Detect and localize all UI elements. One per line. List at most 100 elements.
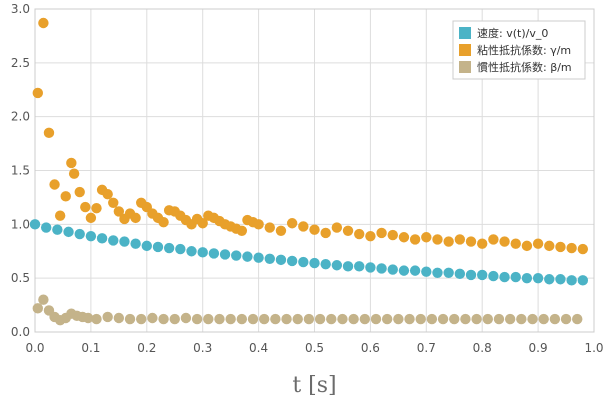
- data-point: [398, 232, 410, 243]
- data-point: [544, 240, 555, 252]
- data-point: [113, 312, 125, 324]
- data-point: [409, 265, 421, 276]
- x-axis-label: t [s]: [292, 373, 336, 398]
- x-tick-label: 0.1: [81, 341, 100, 355]
- data-point: [331, 260, 343, 271]
- data-point: [387, 264, 398, 275]
- x-tick-label: 0.6: [361, 341, 380, 355]
- data-point: [331, 222, 343, 233]
- data-point: [398, 265, 410, 276]
- data-point: [130, 238, 141, 249]
- data-point: [292, 313, 303, 325]
- data-point: [119, 236, 130, 247]
- legend-label: 速度: v(t)/v_0: [477, 26, 548, 40]
- data-point: [504, 313, 516, 325]
- data-point: [493, 313, 505, 325]
- x-tick-label: 0.4: [249, 341, 268, 355]
- data-point: [393, 313, 404, 325]
- data-point: [566, 242, 577, 254]
- data-point: [258, 313, 270, 325]
- data-point: [158, 313, 169, 325]
- data-point: [326, 313, 337, 325]
- data-point: [510, 238, 521, 249]
- data-point: [175, 243, 186, 255]
- data-point: [264, 253, 275, 264]
- x-axis-ticks: 0.0 0.1 0.2 0.3 0.4 0.5 0.6 0.7 0.8 0.9 1.0: [25, 341, 603, 355]
- data-point: [482, 313, 493, 325]
- y-tick-label: 0.0: [11, 325, 30, 339]
- y-axis-ticks: 0.0 0.5 1.0 1.5 2.0 2.5 3.0: [11, 2, 30, 339]
- data-point: [270, 313, 281, 325]
- legend-swatch: [459, 27, 471, 39]
- data-point: [516, 313, 527, 325]
- x-tick-label: 0.0: [25, 341, 44, 355]
- data-point: [242, 251, 253, 262]
- data-point: [370, 313, 382, 325]
- x-tick-label: 0.8: [473, 341, 492, 355]
- legend-box: [452, 20, 586, 80]
- data-point: [102, 188, 113, 200]
- data-point: [152, 241, 164, 253]
- data-point: [80, 201, 91, 213]
- x-tick-label: 1.0: [584, 341, 603, 355]
- data-point: [197, 247, 208, 258]
- data-point: [264, 222, 275, 233]
- plot-frame: [34, 8, 595, 333]
- data-point: [66, 157, 77, 169]
- data-point: [449, 313, 460, 325]
- data-point: [180, 312, 192, 324]
- data-point: [214, 313, 225, 325]
- legend: 速度: v(t)/v_0 粘性抵抗係数: γ/m 慣性抵抗係数: β/m: [452, 20, 586, 80]
- data-point: [460, 313, 471, 325]
- data-point: [29, 219, 41, 230]
- data-point: [387, 229, 398, 241]
- data-point: [555, 241, 566, 253]
- data-point: [348, 313, 359, 325]
- data-point: [538, 313, 549, 325]
- data-point: [74, 186, 85, 198]
- data-points: [29, 17, 589, 326]
- data-point: [443, 236, 454, 247]
- data-point: [465, 236, 477, 247]
- data-point: [354, 228, 365, 240]
- data-point: [359, 313, 371, 325]
- data-point: [49, 179, 60, 190]
- data-point: [532, 272, 544, 284]
- data-point: [527, 313, 538, 325]
- y-tick-label: 0.5: [11, 271, 30, 285]
- data-point: [320, 227, 331, 239]
- data-point: [365, 262, 376, 273]
- legend-swatch: [459, 44, 471, 56]
- data-point: [130, 212, 141, 224]
- data-point: [236, 313, 248, 325]
- data-point: [32, 303, 43, 314]
- data-point: [342, 261, 354, 272]
- data-point: [82, 312, 94, 324]
- data-point: [68, 168, 80, 179]
- data-point: [169, 313, 180, 325]
- data-point: [219, 249, 231, 260]
- data-point: [415, 313, 426, 325]
- series-1-points: [32, 17, 589, 255]
- data-point: [465, 269, 477, 281]
- data-point: [521, 240, 533, 252]
- x-tick-label: 0.3: [193, 341, 212, 355]
- data-point: [163, 242, 175, 254]
- data-point: [43, 127, 55, 139]
- data-point: [488, 270, 499, 282]
- data-point: [337, 313, 348, 325]
- data-point: [85, 230, 97, 242]
- y-tick-label: 3.0: [11, 2, 30, 16]
- data-point: [91, 313, 102, 325]
- data-point: [136, 313, 147, 325]
- data-point: [426, 313, 438, 325]
- data-point: [376, 227, 387, 239]
- data-point: [108, 235, 119, 246]
- data-point: [113, 206, 125, 217]
- data-point: [275, 225, 287, 236]
- data-point: [52, 224, 63, 235]
- data-point: [298, 221, 309, 232]
- data-point: [471, 313, 482, 325]
- data-point: [247, 313, 259, 325]
